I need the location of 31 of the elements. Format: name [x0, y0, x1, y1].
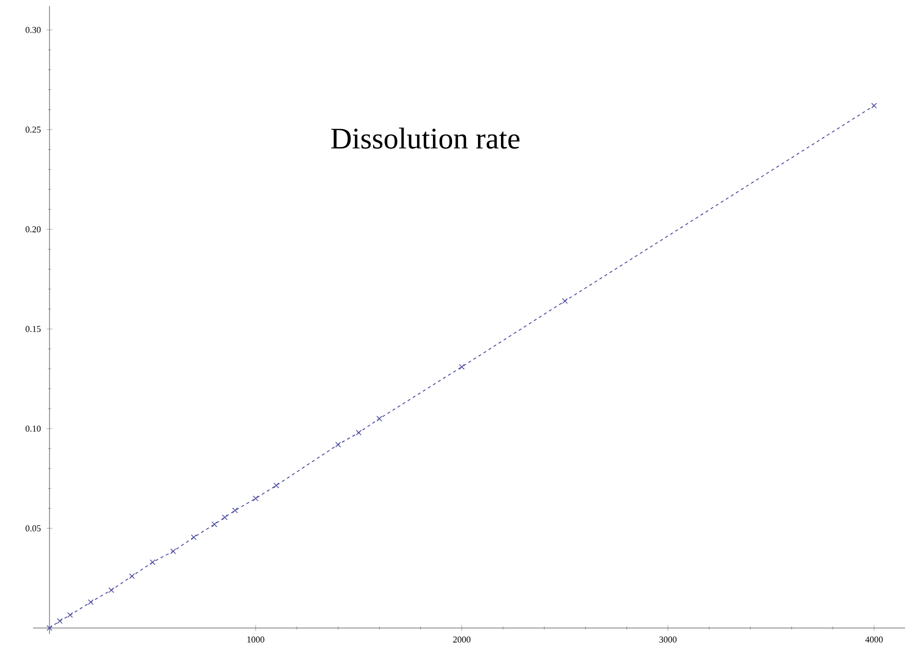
point	[871, 102, 877, 109]
point	[273, 482, 280, 488]
point	[88, 599, 94, 605]
y-tick-label: 0.05	[26, 525, 41, 532]
y-tick-label: 0.30	[26, 26, 41, 33]
point	[46, 625, 52, 631]
point	[150, 559, 156, 566]
point	[335, 442, 341, 448]
point	[252, 496, 259, 502]
point	[562, 298, 568, 304]
point	[376, 416, 382, 422]
x-tick-label: 3000	[659, 636, 677, 643]
x-tick-label: 1000	[247, 636, 264, 643]
point	[222, 514, 228, 520]
point	[458, 364, 465, 370]
text: Dissolution rate	[331, 128, 520, 149]
point	[129, 573, 135, 580]
point	[190, 534, 197, 540]
point	[170, 548, 176, 554]
point	[212, 521, 218, 528]
y-tick-label: 0.20	[26, 226, 41, 232]
y-tick-label: 0.15	[26, 326, 41, 332]
point	[232, 508, 238, 514]
y-tick-label: 0.10	[26, 426, 41, 432]
x-tick-label: 4000	[865, 636, 883, 643]
x-tick-label: 2000	[453, 636, 470, 643]
point	[356, 430, 362, 436]
point	[67, 612, 73, 618]
point	[56, 618, 63, 624]
point	[108, 587, 114, 594]
y-tick-label: 0.25	[26, 126, 41, 133]
